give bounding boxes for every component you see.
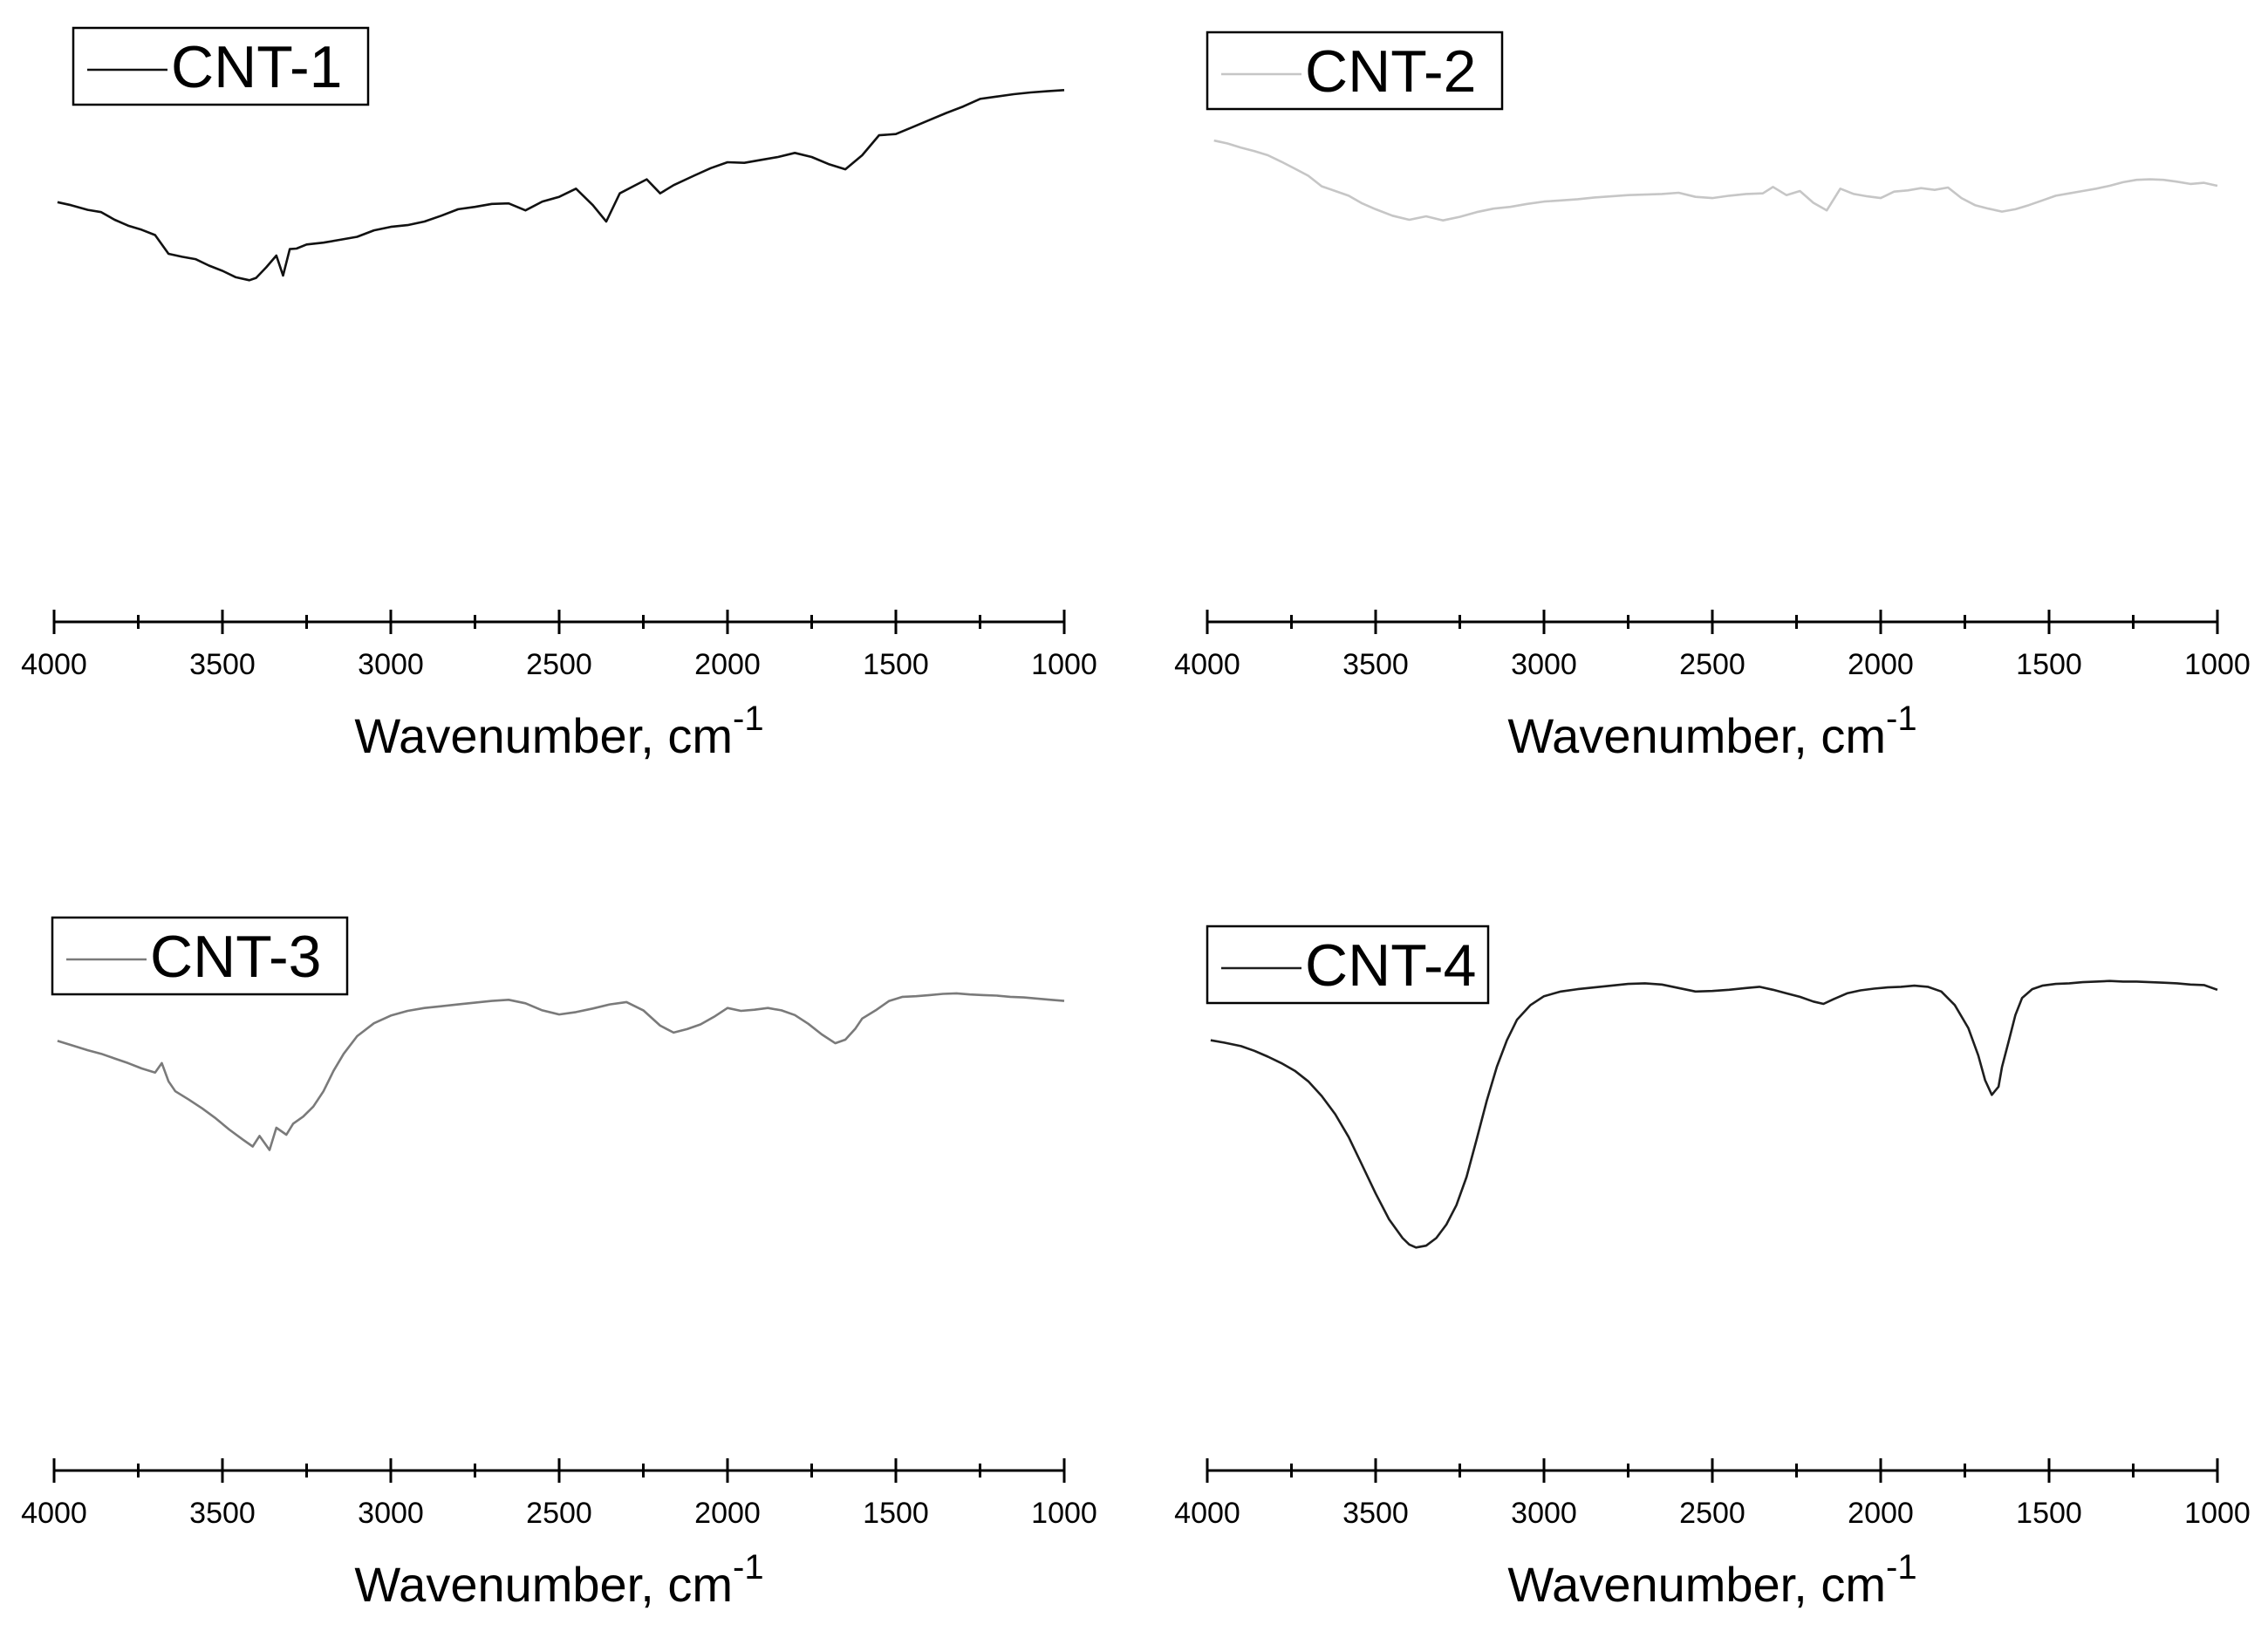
x-tick-label: 2500 — [1679, 1497, 1745, 1530]
chart-panel-4: 4000 3500 3000 2500 2000 1500 1000 Wavenumber, … — [1174, 925, 2251, 1612]
x-tick-label: 1500 — [863, 1497, 929, 1530]
x-tick-label: 1500 — [2016, 648, 2082, 681]
x-tick-label: 3500 — [1342, 1497, 1409, 1530]
x-tick-label: 4000 — [1174, 1497, 1240, 1530]
x-axis-title: Wavenumber, cm-1 — [354, 699, 763, 763]
legend: CNT-4 — [1206, 925, 1490, 1005]
x-tick-label: 2000 — [694, 648, 761, 681]
legend: CNT-3 — [51, 916, 349, 996]
x-axis-title-text: Wavenumber, cm — [1507, 1557, 1886, 1612]
x-tick-label: 4000 — [1174, 648, 1240, 681]
x-tick-label: 3500 — [189, 648, 256, 681]
legend-label: CNT-4 — [1305, 932, 1476, 999]
x-axis-title-superscript: -1 — [1886, 699, 1917, 738]
series-line-cnt-2 — [1213, 139, 2218, 222]
x-axis-title-text: Wavenumber, cm — [1507, 708, 1886, 763]
x-tick-label: 4000 — [21, 648, 87, 681]
x-tick-label: 3000 — [358, 648, 424, 681]
x-tick-label: 3000 — [358, 1497, 424, 1530]
legend-box — [1206, 925, 1490, 1005]
legend-box — [51, 916, 349, 996]
x-tick-label: 1500 — [863, 648, 929, 681]
x-axis-title-superscript: -1 — [1886, 1548, 1917, 1587]
x-tick-label: 4000 — [21, 1497, 87, 1530]
x-tick-label: 3000 — [1511, 648, 1577, 681]
x-tick-label: 3500 — [1342, 648, 1409, 681]
x-tick-label: 2000 — [694, 1497, 761, 1530]
x-tick-label: 1000 — [1031, 648, 1097, 681]
x-tick-label: 2000 — [1848, 1497, 1914, 1530]
x-axis-title-text: Wavenumber, cm — [354, 1557, 733, 1612]
chart-panel-2: 4000 3500 3000 2500 2000 1500 1000 Wavenumber, … — [1174, 31, 2251, 763]
x-tick-label: 1000 — [1031, 1497, 1097, 1530]
x-tick-label: 1500 — [2016, 1497, 2082, 1530]
x-tick-label: 2500 — [1679, 648, 1745, 681]
legend-label: CNT-3 — [150, 924, 321, 990]
series-line-cnt-4 — [1210, 979, 2218, 1249]
chart-panel-1: 4000 3500 3000 2500 2000 1500 1000 Wavenumber, … — [21, 26, 1097, 763]
x-axis-title: Wavenumber, cm-1 — [354, 1548, 763, 1612]
series-line-cnt-3 — [57, 992, 1065, 1151]
legend-box — [72, 26, 370, 106]
x-axis-title-superscript: -1 — [733, 1548, 764, 1587]
x-axis-title-superscript: -1 — [733, 699, 764, 738]
x-axis-title: Wavenumber, cm-1 — [1507, 699, 1916, 763]
chart-panel-3: 4000 3500 3000 2500 2000 1500 1000 Wavenumber, … — [21, 916, 1097, 1612]
legend-label: CNT-1 — [171, 34, 342, 100]
x-tick-label: 1000 — [2184, 1497, 2251, 1530]
x-tick-label: 3000 — [1511, 1497, 1577, 1530]
series-line-cnt-1 — [57, 89, 1065, 282]
x-tick-label: 2500 — [526, 648, 592, 681]
x-tick-label: 3500 — [189, 1497, 256, 1530]
legend-box — [1206, 31, 1504, 111]
legend: CNT-1 — [72, 26, 370, 106]
x-tick-label: 2000 — [1848, 648, 1914, 681]
x-axis-title: Wavenumber, cm-1 — [1507, 1548, 1916, 1612]
x-tick-label: 2500 — [526, 1497, 592, 1530]
x-axis-title-text: Wavenumber, cm — [354, 708, 733, 763]
legend-label: CNT-2 — [1305, 38, 1476, 105]
x-tick-label: 1000 — [2184, 648, 2251, 681]
legend: CNT-2 — [1206, 31, 1504, 111]
